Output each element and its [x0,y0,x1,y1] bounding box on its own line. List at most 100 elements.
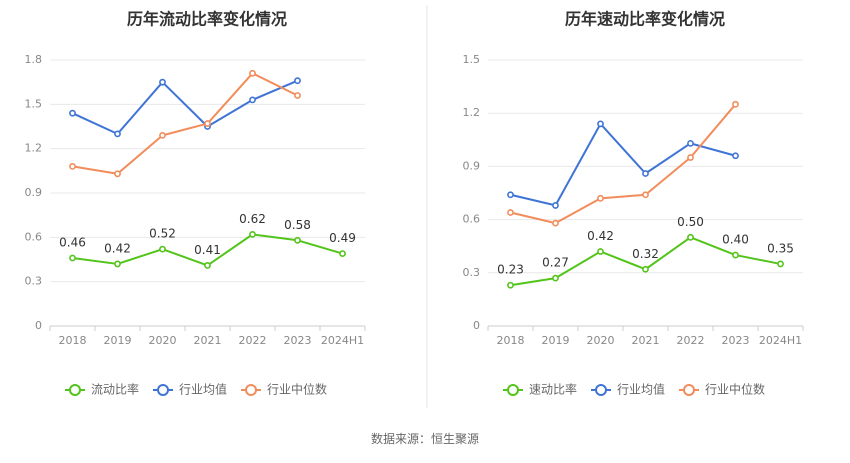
x-tick-label: 2022 [239,334,267,347]
x-tick-label: 2020 [149,334,177,347]
legend-item-company[interactable]: 速动比率 [503,382,577,397]
legend-marker [507,384,519,396]
data-source-note: 数据来源：恒生聚源 [371,431,479,446]
data-point-industry_avg[interactable] [69,109,76,117]
legend-item-industry_median[interactable]: 行业中位数 [241,382,327,397]
data-point-company[interactable] [249,230,256,238]
chart-title: 历年速动比率变化情况 [565,10,725,29]
data-point-industry_avg[interactable] [507,191,514,199]
data-point-company[interactable] [552,274,559,282]
data-label: 0.58 [284,218,311,232]
data-point-industry_avg[interactable] [597,120,604,128]
series-line-industry_median [510,103,737,225]
data-point-company[interactable] [69,254,76,262]
data-point-industry_avg[interactable] [642,170,649,177]
y-tick-label: 0.3 [463,266,481,279]
data-point-company[interactable] [597,248,604,255]
legend-item-industry_median[interactable]: 行业中位数 [679,382,765,397]
data-point-industry_median[interactable] [552,219,559,227]
data-point-industry_median[interactable] [642,191,649,199]
legend-item-company[interactable]: 流动比率 [65,382,139,397]
quick-ratio-chart: 历年速动比率变化情况 0 0.3 0.6 0.9 1.2 1.5 2018 2019 2020 20… [463,10,804,397]
legend-label: 流动比率 [91,382,139,397]
data-point-industry_median[interactable] [204,120,211,127]
data-label: 0.46 [59,236,86,250]
data-label: 0.62 [239,212,266,226]
data-label: 0.50 [677,215,704,229]
x-tick-label: 2019 [542,334,570,347]
data-point-industry_median[interactable] [294,92,301,99]
data-point-company[interactable] [339,250,346,257]
data-point-company[interactable] [114,260,121,268]
data-point-company[interactable] [159,245,166,253]
data-label: 0.40 [722,233,749,247]
legend-label: 速动比率 [529,382,577,397]
data-point-industry_avg[interactable] [114,130,121,138]
x-tick-label: 2024H1 [759,334,802,347]
data-point-company[interactable] [687,233,694,241]
legend-marker [157,384,169,396]
x-tick-label: 2021 [632,334,660,347]
y-tick-label: 1.2 [463,106,481,119]
y-tick-label: 1.8 [25,53,43,66]
x-tick-label: 2018 [497,334,525,347]
legend-marker [683,384,695,396]
data-point-industry_avg[interactable] [687,139,694,147]
legend-label: 行业中位数 [267,382,327,397]
data-point-industry_median[interactable] [507,209,514,216]
data-point-industry_median[interactable] [687,154,694,161]
series-line-industry_avg [72,79,298,135]
x-tick-label: 2021 [194,334,222,347]
x-tick-label: 2020 [587,334,615,347]
y-tick-label: 1.2 [25,142,43,155]
legend-marker [69,384,81,396]
data-label: 0.27 [542,256,569,270]
y-tick-label: 0 [35,319,42,332]
data-point-industry_median[interactable] [159,131,166,139]
data-label: 0.42 [587,229,614,243]
y-tick-label: 0.9 [25,186,43,199]
data-point-industry_avg[interactable] [732,152,739,160]
y-tick-label: 0.9 [463,159,481,172]
data-label: 0.49 [329,231,356,245]
chart-title: 历年流动比率变化情况 [127,10,287,29]
data-point-company[interactable] [204,262,211,269]
data-point-industry_median[interactable] [249,69,256,77]
legend-label: 行业均值 [617,382,665,397]
data-point-company[interactable] [642,265,649,273]
data-point-industry_median[interactable] [114,170,121,178]
y-tick-label: 0.3 [25,275,43,288]
x-tick-label: 2019 [104,334,132,347]
data-point-industry_avg[interactable] [294,77,301,85]
legend-label: 行业中位数 [705,382,765,397]
data-point-industry_median[interactable] [597,194,604,202]
data-point-company[interactable] [777,260,784,268]
legend-item-industry_avg[interactable]: 行业均值 [153,382,227,397]
x-tick-label: 2024H1 [321,334,364,347]
data-point-industry_median[interactable] [732,100,739,108]
data-point-industry_avg[interactable] [159,78,166,86]
data-label: 0.32 [632,247,659,261]
series-line-industry_avg [510,122,736,207]
data-label: 0.42 [104,241,131,255]
y-tick-label: 1.5 [25,97,43,110]
data-point-company[interactable] [732,251,739,259]
y-tick-label: 1.5 [463,53,481,66]
legend-item-industry_avg[interactable]: 行业均值 [591,382,665,397]
data-point-company[interactable] [294,236,301,244]
data-point-industry_median[interactable] [69,162,76,170]
legend-marker [595,384,607,396]
data-point-industry_avg[interactable] [249,96,256,104]
data-point-industry_avg[interactable] [552,202,559,209]
y-tick-label: 0.6 [463,213,481,226]
y-tick-label: 0 [473,319,480,332]
data-label: 0.52 [149,227,176,241]
x-tick-label: 2018 [59,334,87,347]
data-label: 0.41 [194,243,221,257]
x-tick-label: 2023 [284,334,312,347]
x-tick-label: 2023 [722,334,750,347]
data-point-company[interactable] [507,281,514,289]
y-tick-label: 0.6 [25,230,43,243]
data-label: 0.23 [497,263,524,277]
